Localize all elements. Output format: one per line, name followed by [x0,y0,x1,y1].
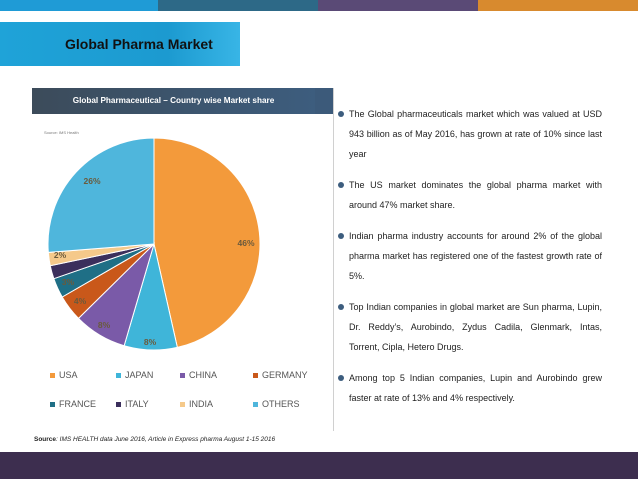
source-text: : IMS HEALTH data June 2016, Article in … [56,436,276,443]
legend-swatch [253,372,258,378]
chart-header-tab [315,88,333,114]
bullet-dot-icon [338,111,344,117]
bullet-dot-icon [338,233,344,239]
legend-label: ITALY [125,399,149,409]
top-strip-segment [0,0,158,11]
bullet-dot-icon [338,375,344,381]
pie-label-japan: 8% [144,337,157,347]
bullet-item: The Global pharmaceuticals market which … [338,104,602,164]
pie-label-usa: 46% [237,238,254,248]
legend-item-france: FRANCE [50,399,96,409]
legend-swatch [180,372,185,378]
bullet-text: The US market dominates the global pharm… [349,180,602,210]
bullet-dot-icon [338,304,344,310]
source-note: Source: IMS HEALTH data June 2016, Artic… [34,436,275,443]
bullet-item: Among top 5 Indian companies, Lupin and … [338,368,602,408]
bullet-item: Top Indian companies in global market ar… [338,297,602,357]
legend-label: JAPAN [125,370,154,380]
top-strip-segment [478,0,638,11]
legend-item-usa: USA [50,370,78,380]
bullet-item: The US market dominates the global pharm… [338,175,602,215]
legend-swatch [50,401,55,407]
legend-item-china: CHINA [180,370,217,380]
legend-label: INDIA [189,399,214,409]
legend-label: FRANCE [59,399,97,409]
top-strip-segment [158,0,318,11]
legend-item-japan: JAPAN [116,370,153,380]
pie-label-others: 26% [83,176,100,186]
pie-label-germany: 4% [74,296,87,306]
chart-panel-header: Global Pharmaceutical – Country wise Mar… [32,88,315,114]
bullet-dot-icon [338,182,344,188]
legend-item-others: OTHERS [253,399,300,409]
legend-label: USA [59,370,78,380]
legend-swatch [253,401,258,407]
bullet-list: The Global pharmaceuticals market which … [338,104,602,419]
legend-item-germany: GERMANY [253,370,308,380]
page-title: Global Pharma Market [65,36,213,52]
pie-slice-others [47,137,155,253]
pie-label-china: 8% [98,320,111,330]
chart-inner-source: Source: IMS Health [44,130,79,135]
panel-divider [333,88,334,431]
legend-swatch [180,401,185,407]
legend-label: OTHERS [262,399,300,409]
bullet-text: Among top 5 Indian companies, Lupin and … [349,373,602,403]
pie-chart: 46% 8% 8% 4% 3% 2% 26% [47,137,261,351]
top-strip-segment [318,0,478,11]
pie-label-india: 2% [54,250,67,260]
title-accent-bar [0,22,240,66]
bullet-text: Indian pharma industry accounts for arou… [349,231,602,281]
pie-label-france: 3% [62,277,75,287]
legend-swatch [116,401,121,407]
legend-swatch [50,372,55,378]
legend-swatch [116,372,121,378]
bullet-text: The Global pharmaceuticals market which … [349,109,602,159]
legend-item-india: INDIA [180,399,213,409]
pie-slice-usa [153,137,261,348]
bullet-item: Indian pharma industry accounts for arou… [338,226,602,286]
legend-item-italy: ITALY [116,399,149,409]
footer-bar [0,452,638,479]
legend-label: CHINA [189,370,218,380]
source-label: Source [34,436,57,443]
top-color-strip [0,0,638,11]
bullet-text: Top Indian companies in global market ar… [349,302,602,352]
legend-label: GERMANY [262,370,308,380]
